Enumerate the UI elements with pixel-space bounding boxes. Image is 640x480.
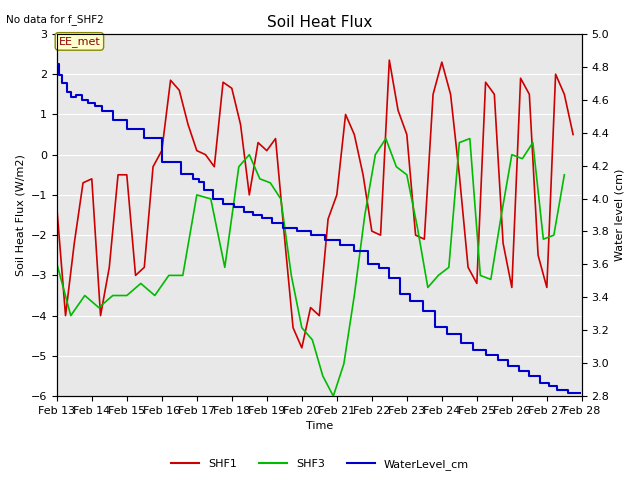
Title: Soil Heat Flux: Soil Heat Flux	[267, 15, 372, 30]
Text: EE_met: EE_met	[58, 36, 100, 47]
Y-axis label: Soil Heat Flux (W/m2): Soil Heat Flux (W/m2)	[15, 154, 25, 276]
Text: No data for f_SHF2: No data for f_SHF2	[6, 14, 104, 25]
Y-axis label: Water level (cm): Water level (cm)	[615, 169, 625, 261]
X-axis label: Time: Time	[306, 421, 333, 432]
Legend: SHF1, SHF3, WaterLevel_cm: SHF1, SHF3, WaterLevel_cm	[167, 455, 473, 474]
